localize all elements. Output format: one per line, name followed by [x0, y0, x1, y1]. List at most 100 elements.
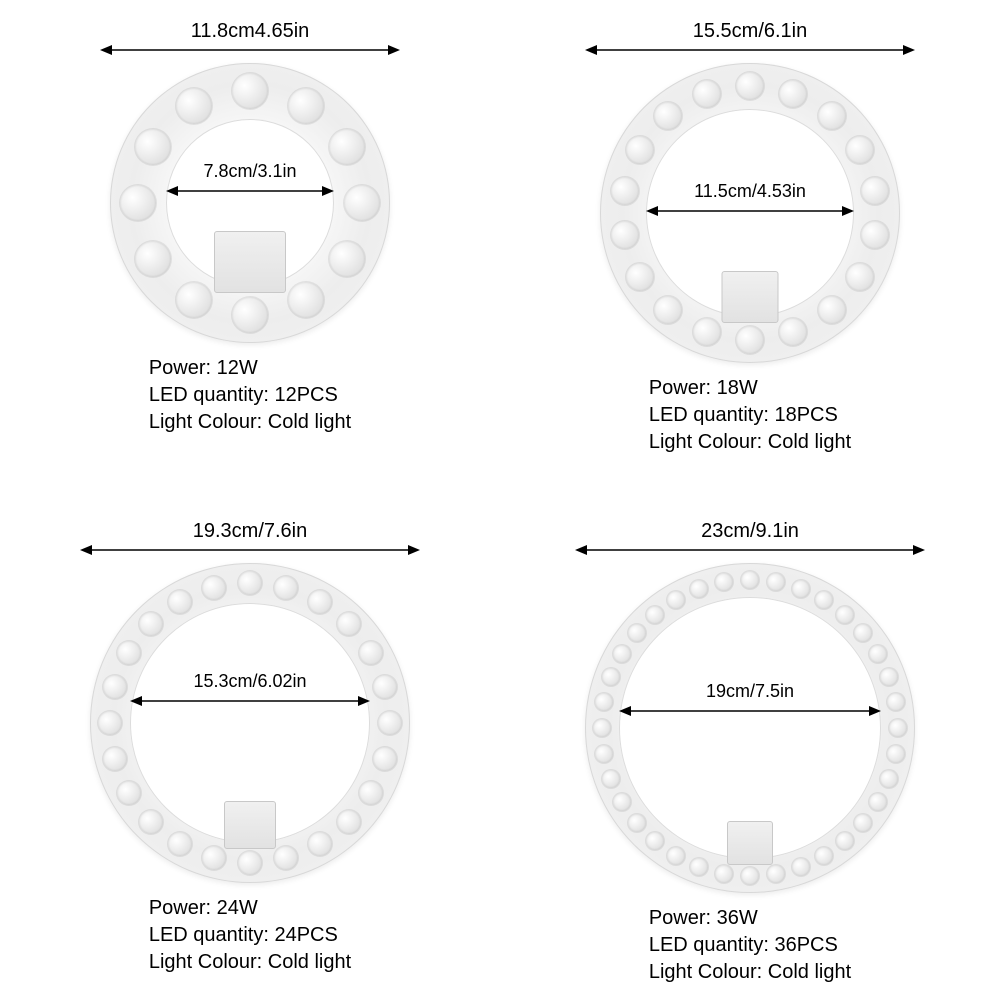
led-lens — [602, 770, 620, 788]
led-lens — [117, 641, 141, 665]
led-lens — [238, 851, 262, 875]
led-lens — [854, 814, 872, 832]
product-grid: 11.8cm4.65in 7.8cm/3.1in Power: 12W LED … — [0, 0, 1000, 1000]
led-lens — [238, 571, 262, 595]
ring-wrap: 19cm/7.5in — [585, 563, 915, 893]
led-lens — [767, 573, 785, 591]
led-lens — [595, 693, 613, 711]
led-lens — [611, 221, 639, 249]
led-lens — [232, 297, 268, 333]
ring-wrap: 7.8cm/3.1in — [110, 63, 390, 343]
inner-dimension-arrow — [166, 184, 334, 202]
led-lens — [715, 573, 733, 591]
led-lens — [359, 641, 383, 665]
spec-block: Power: 24W LED quantity: 24PCS Light Col… — [149, 895, 351, 976]
led-ring: 19cm/7.5in — [585, 563, 915, 893]
led-lens — [288, 282, 324, 318]
led-lens — [103, 747, 127, 771]
spec-power: Power: 36W — [649, 905, 851, 932]
led-lens — [792, 858, 810, 876]
led-lens — [337, 612, 361, 636]
ring-wrap: 11.5cm/4.53in — [600, 63, 900, 363]
led-lens — [98, 711, 122, 735]
led-lens — [836, 606, 854, 624]
led-lens — [741, 571, 759, 589]
product-cell-24w: 19.3cm/7.6in 15.3cm/6.02in Power: 24W LE… — [0, 500, 500, 1000]
spec-block: Power: 36W LED quantity: 36PCS Light Col… — [649, 905, 851, 986]
led-lens — [889, 719, 907, 737]
inner-dimension-label: 19cm/7.5in — [706, 681, 794, 702]
driver-box — [722, 271, 779, 323]
led-lens — [654, 102, 682, 130]
led-lens — [836, 832, 854, 850]
led-lens — [736, 326, 764, 354]
driver-box — [224, 801, 276, 849]
led-lens — [232, 73, 268, 109]
led-lens — [274, 576, 298, 600]
led-lens — [176, 282, 212, 318]
led-lens — [887, 745, 905, 763]
inner-dimension-label: 11.5cm/4.53in — [694, 181, 806, 202]
ring-wrap: 15.3cm/6.02in — [90, 563, 410, 883]
led-lens — [854, 624, 872, 642]
led-lens — [139, 810, 163, 834]
led-lens — [818, 102, 846, 130]
spec-power: Power: 24W — [149, 895, 351, 922]
led-lens — [792, 580, 810, 598]
led-lens — [667, 847, 685, 865]
led-lens — [308, 832, 332, 856]
spec-block: Power: 12W LED quantity: 12PCS Light Col… — [149, 355, 351, 436]
spec-colour: Light Colour: Cold light — [149, 409, 351, 436]
led-lens — [176, 88, 212, 124]
led-lens — [613, 793, 631, 811]
outer-dimension-arrow — [585, 45, 915, 55]
led-lens — [779, 318, 807, 346]
spec-led-qty: LED quantity: 36PCS — [649, 932, 851, 959]
led-lens — [168, 832, 192, 856]
outer-dimension-label: 15.5cm/6.1in — [693, 20, 808, 43]
outer-dimension-arrow — [80, 545, 420, 555]
led-lens — [815, 591, 833, 609]
led-lens — [168, 590, 192, 614]
led-lens — [344, 185, 380, 221]
led-lens — [135, 241, 171, 277]
led-lens — [628, 624, 646, 642]
led-lens — [308, 590, 332, 614]
led-lens — [359, 781, 383, 805]
led-lens — [693, 80, 721, 108]
led-lens — [654, 296, 682, 324]
led-lens — [602, 668, 620, 686]
led-lens — [846, 136, 874, 164]
ring-inner-hole — [619, 597, 881, 859]
led-lens — [626, 263, 654, 291]
spec-led-qty: LED quantity: 12PCS — [149, 382, 351, 409]
spec-colour: Light Colour: Cold light — [649, 429, 851, 456]
spec-power: Power: 18W — [649, 375, 851, 402]
spec-block: Power: 18W LED quantity: 18PCS Light Col… — [649, 375, 851, 456]
spec-led-qty: LED quantity: 18PCS — [649, 402, 851, 429]
product-cell-36w: 23cm/9.1in 19cm/7.5in Power: 36W LED qua… — [500, 500, 1000, 1000]
led-lens — [274, 846, 298, 870]
led-lens — [736, 72, 764, 100]
led-lens — [693, 318, 721, 346]
led-lens — [880, 770, 898, 788]
led-lens — [880, 668, 898, 686]
led-ring: 7.8cm/3.1in — [110, 63, 390, 343]
led-ring: 11.5cm/4.53in — [600, 63, 900, 363]
inner-dimension: 19cm/7.5in — [619, 681, 881, 722]
inner-dimension-arrow — [130, 694, 370, 712]
led-lens — [715, 865, 733, 883]
led-lens — [690, 580, 708, 598]
product-cell-12w: 11.8cm4.65in 7.8cm/3.1in Power: 12W LED … — [0, 0, 500, 500]
outer-dimension-label: 11.8cm4.65in — [191, 20, 310, 43]
led-lens — [378, 711, 402, 735]
led-lens — [767, 865, 785, 883]
product-cell-18w: 15.5cm/6.1in 11.5cm/4.53in Power: 18W LE… — [500, 0, 1000, 500]
led-lens — [593, 719, 611, 737]
led-lens — [818, 296, 846, 324]
outer-dimension-arrow — [575, 545, 925, 555]
inner-dimension-arrow — [646, 204, 854, 222]
inner-dimension-arrow — [619, 704, 881, 722]
led-lens — [117, 781, 141, 805]
led-lens — [646, 832, 664, 850]
